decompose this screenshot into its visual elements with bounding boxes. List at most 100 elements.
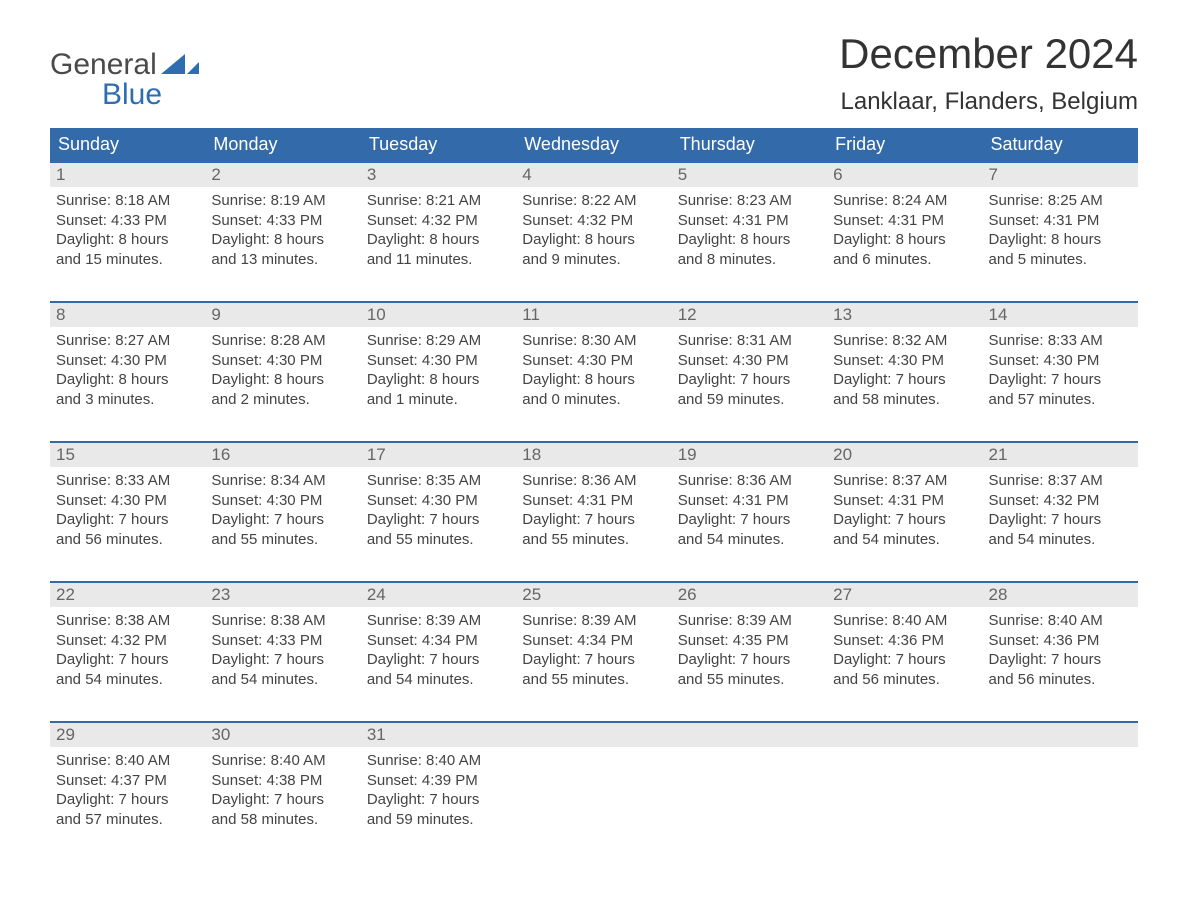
day-sunrise: Sunrise: 8:37 AM [989,471,1132,491]
day-sunset: Sunset: 4:39 PM [367,771,510,791]
day-number: 23 [205,583,360,607]
day-body: Sunrise: 8:22 AMSunset: 4:32 PMDaylight:… [516,187,671,275]
day-cell: 19Sunrise: 8:36 AMSunset: 4:31 PMDayligh… [672,443,827,563]
day-body: Sunrise: 8:28 AMSunset: 4:30 PMDaylight:… [205,327,360,415]
day-d1: Daylight: 8 hours [367,230,510,250]
day-sunrise: Sunrise: 8:18 AM [56,191,199,211]
day-cell: 6Sunrise: 8:24 AMSunset: 4:31 PMDaylight… [827,163,982,283]
day-d2: and 13 minutes. [211,250,354,270]
day-cell: 24Sunrise: 8:39 AMSunset: 4:34 PMDayligh… [361,583,516,703]
day-number [516,723,671,747]
day-number: 4 [516,163,671,187]
day-sunrise: Sunrise: 8:36 AM [678,471,821,491]
day-body: Sunrise: 8:38 AMSunset: 4:33 PMDaylight:… [205,607,360,695]
location-text: Lanklaar, Flanders, Belgium [839,88,1138,116]
day-d2: and 59 minutes. [367,810,510,830]
day-number: 29 [50,723,205,747]
day-d2: and 54 minutes. [211,670,354,690]
week-row: 22Sunrise: 8:38 AMSunset: 4:32 PMDayligh… [50,581,1138,703]
day-sunset: Sunset: 4:34 PM [367,631,510,651]
day-sunrise: Sunrise: 8:39 AM [367,611,510,631]
day-d2: and 9 minutes. [522,250,665,270]
day-d1: Daylight: 7 hours [56,650,199,670]
day-number: 31 [361,723,516,747]
day-d2: and 55 minutes. [367,530,510,550]
calendar: SundayMondayTuesdayWednesdayThursdayFrid… [50,128,1138,843]
day-body [516,747,671,757]
day-body: Sunrise: 8:34 AMSunset: 4:30 PMDaylight:… [205,467,360,555]
day-sunset: Sunset: 4:30 PM [56,491,199,511]
dow-cell: Wednesday [516,128,671,161]
day-d2: and 59 minutes. [678,390,821,410]
day-sunrise: Sunrise: 8:33 AM [989,331,1132,351]
day-cell: 25Sunrise: 8:39 AMSunset: 4:34 PMDayligh… [516,583,671,703]
day-d2: and 55 minutes. [678,670,821,690]
day-d1: Daylight: 7 hours [989,370,1132,390]
day-body: Sunrise: 8:39 AMSunset: 4:34 PMDaylight:… [361,607,516,695]
day-d1: Daylight: 7 hours [522,650,665,670]
day-sunrise: Sunrise: 8:23 AM [678,191,821,211]
day-number: 17 [361,443,516,467]
day-cell: 31Sunrise: 8:40 AMSunset: 4:39 PMDayligh… [361,723,516,843]
day-sunrise: Sunrise: 8:24 AM [833,191,976,211]
day-sunset: Sunset: 4:37 PM [56,771,199,791]
day-d2: and 3 minutes. [56,390,199,410]
day-number: 26 [672,583,827,607]
day-sunset: Sunset: 4:30 PM [367,351,510,371]
day-sunrise: Sunrise: 8:27 AM [56,331,199,351]
day-sunset: Sunset: 4:30 PM [56,351,199,371]
day-sunrise: Sunrise: 8:32 AM [833,331,976,351]
day-d1: Daylight: 8 hours [989,230,1132,250]
dow-cell: Sunday [50,128,205,161]
day-sunset: Sunset: 4:38 PM [211,771,354,791]
day-cell: 22Sunrise: 8:38 AMSunset: 4:32 PMDayligh… [50,583,205,703]
day-cell [827,723,982,843]
day-cell: 14Sunrise: 8:33 AMSunset: 4:30 PMDayligh… [983,303,1138,423]
day-d1: Daylight: 7 hours [989,650,1132,670]
days-of-week-row: SundayMondayTuesdayWednesdayThursdayFrid… [50,128,1138,161]
dow-cell: Saturday [983,128,1138,161]
week-row: 1 Sunrise: 8:18 AMSunset: 4:33 PM Daylight… [50,161,1138,283]
day-body [672,747,827,757]
day-d1: Daylight: 8 hours [678,230,821,250]
day-body: Sunrise: 8:21 AMSunset: 4:32 PMDaylight:… [361,187,516,275]
day-d2: and 54 minutes. [367,670,510,690]
day-d1: Daylight: 7 hours [678,650,821,670]
day-number: 22 [50,583,205,607]
day-d1: Daylight: 8 hours [211,230,354,250]
day-d2: and 56 minutes. [833,670,976,690]
day-number: 1 [50,163,205,187]
day-body: Sunrise: 8:37 AMSunset: 4:32 PMDaylight:… [983,467,1138,555]
day-d1: Daylight: 7 hours [833,510,976,530]
day-body: Sunrise: 8:33 AMSunset: 4:30 PMDaylight:… [50,467,205,555]
day-sunrise: Sunrise: 8:39 AM [522,611,665,631]
day-sunrise: Sunrise: 8:38 AM [211,611,354,631]
day-cell: 8Sunrise: 8:27 AMSunset: 4:30 PMDaylight… [50,303,205,423]
logo-top-line: General [50,50,199,80]
day-body [983,747,1138,757]
day-cell [983,723,1138,843]
day-number: 14 [983,303,1138,327]
day-sunset: Sunset: 4:30 PM [522,351,665,371]
day-number: 3 [361,163,516,187]
day-cell: 18Sunrise: 8:36 AMSunset: 4:31 PMDayligh… [516,443,671,563]
day-cell: 15Sunrise: 8:33 AMSunset: 4:30 PMDayligh… [50,443,205,563]
day-sunset: Sunset: 4:30 PM [367,491,510,511]
day-d1: Daylight: 8 hours [211,370,354,390]
day-sunset: Sunset: 4:35 PM [678,631,821,651]
week-row: 8Sunrise: 8:27 AMSunset: 4:30 PMDaylight… [50,301,1138,423]
day-body: Sunrise: 8:40 AMSunset: 4:36 PMDaylight:… [827,607,982,695]
day-d1: Daylight: 7 hours [678,510,821,530]
day-d2: and 54 minutes. [833,530,976,550]
logo-text-top: General [50,50,157,80]
day-body: Sunrise: 8:19 AMSunset: 4:33 PMDaylight:… [205,187,360,275]
day-d2: and 8 minutes. [678,250,821,270]
day-cell: 17Sunrise: 8:35 AMSunset: 4:30 PMDayligh… [361,443,516,563]
day-d2: and 6 minutes. [833,250,976,270]
day-sunrise: Sunrise: 8:29 AM [367,331,510,351]
day-d2: and 57 minutes. [56,810,199,830]
day-sunset: Sunset: 4:33 PM [56,211,199,231]
day-sunset: Sunset: 4:32 PM [522,211,665,231]
day-body: Sunrise: 8:38 AMSunset: 4:32 PMDaylight:… [50,607,205,695]
day-body: Sunrise: 8:35 AMSunset: 4:30 PMDaylight:… [361,467,516,555]
